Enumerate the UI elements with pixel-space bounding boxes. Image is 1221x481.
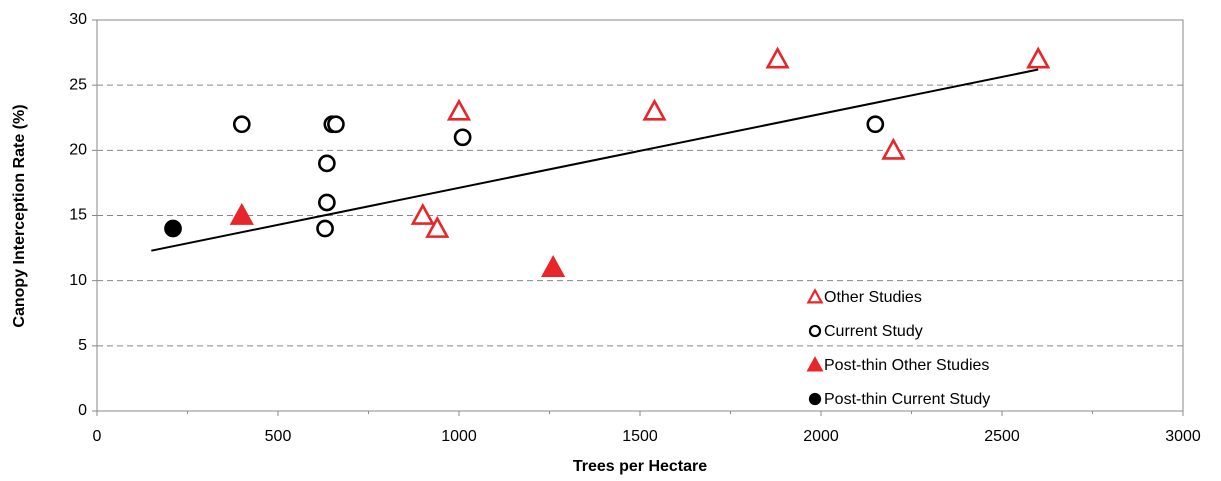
data-point bbox=[425, 215, 450, 238]
x-tick-label: 3000 bbox=[1165, 428, 1201, 445]
x-tick-label: 1000 bbox=[441, 428, 477, 445]
y-tick-label: 10 bbox=[69, 272, 87, 289]
x-tick-label: 0 bbox=[93, 428, 102, 445]
plot-area bbox=[96, 19, 1184, 412]
x-axis-title: Trees per Hectare bbox=[573, 458, 707, 475]
x-tick-label: 2000 bbox=[803, 428, 839, 445]
data-point bbox=[453, 128, 472, 147]
legend-marker bbox=[808, 392, 822, 406]
data-point bbox=[642, 98, 667, 121]
data-point bbox=[866, 115, 885, 134]
legend-label: Other Studies bbox=[824, 289, 922, 306]
legend-label: Current Study bbox=[824, 323, 923, 340]
data-point bbox=[765, 46, 790, 69]
trend-line bbox=[151, 68, 1039, 252]
y-tick-label: 5 bbox=[78, 337, 87, 354]
x-tick-label: 1500 bbox=[622, 428, 658, 445]
y-axis-title: Canopy Interception Rate (%) bbox=[11, 104, 28, 327]
x-tick-label: 2500 bbox=[984, 428, 1020, 445]
data-point bbox=[446, 98, 472, 121]
data-point bbox=[164, 219, 182, 238]
data-point bbox=[232, 115, 251, 134]
legend-marker bbox=[806, 288, 824, 304]
data-point bbox=[327, 115, 345, 134]
data-point bbox=[1026, 46, 1051, 69]
y-tick-label: 25 bbox=[69, 76, 87, 93]
data-point bbox=[318, 193, 336, 212]
data-point bbox=[318, 154, 336, 173]
y-tick-label: 15 bbox=[69, 207, 87, 224]
x-tick-label: 500 bbox=[265, 428, 292, 445]
data-point bbox=[541, 255, 566, 278]
data-point bbox=[410, 202, 435, 225]
legend-label: Post-thin Other Studies bbox=[824, 357, 989, 374]
legend-label: Post-thin Current Study bbox=[824, 391, 990, 408]
data-point bbox=[316, 219, 334, 238]
y-tick-label: 30 bbox=[69, 11, 87, 28]
data-point bbox=[881, 137, 906, 160]
legend-marker bbox=[806, 356, 824, 372]
y-tick-label: 0 bbox=[78, 402, 87, 419]
data-point bbox=[229, 202, 254, 225]
legend-marker bbox=[808, 324, 822, 338]
y-tick-label: 20 bbox=[69, 142, 87, 159]
